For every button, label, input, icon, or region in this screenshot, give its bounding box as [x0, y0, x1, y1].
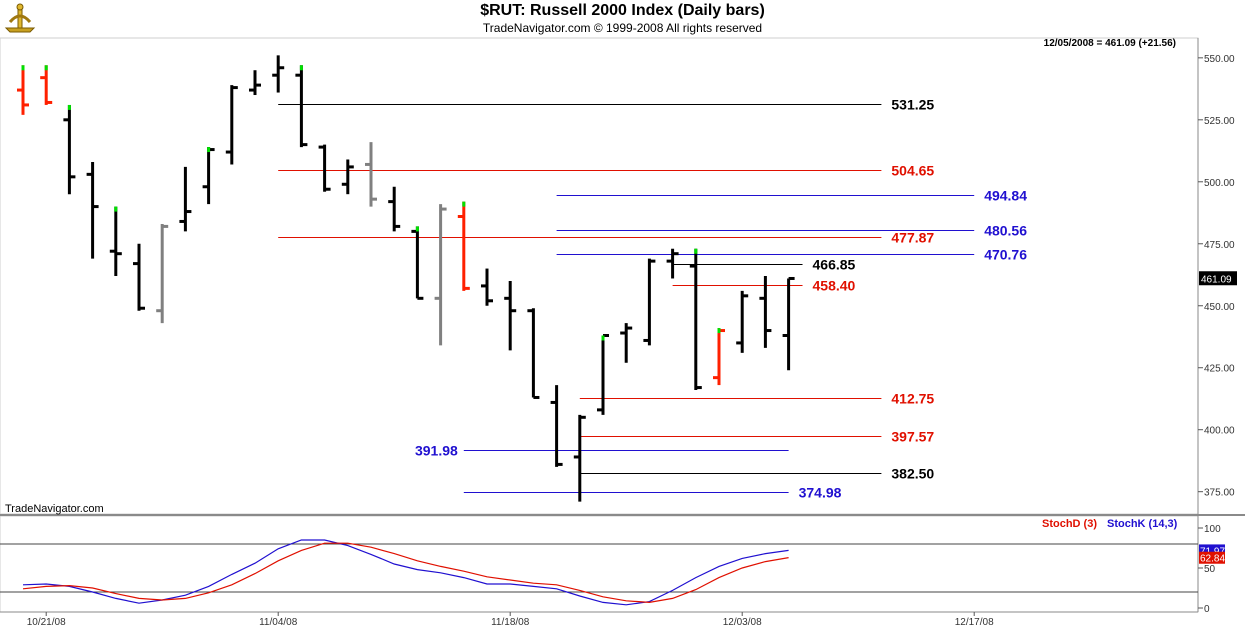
price-tick-label: 550.00 [1204, 54, 1235, 65]
price-readout: 12/05/2008 = 461.09 (+21.56) [1044, 38, 1176, 49]
stoch-tick-label: 0 [1204, 604, 1210, 615]
level-label: 477.87 [891, 230, 934, 246]
price-tick-label: 375.00 [1204, 488, 1235, 499]
last-price-box [1199, 271, 1237, 286]
price-tick-label: 500.00 [1204, 178, 1235, 189]
level-label: 531.25 [891, 97, 934, 113]
time-tick-label: 10/21/08 [27, 617, 66, 628]
time-tick-label: 11/04/08 [259, 617, 298, 628]
level-label: 382.50 [891, 466, 934, 482]
price-bars [17, 55, 795, 502]
chart-title: $RUT: Russell 2000 Index (Daily bars) [480, 2, 765, 19]
level-label: 480.56 [984, 223, 1027, 239]
time-tick-label: 11/18/08 [491, 617, 530, 628]
level-label: 458.40 [813, 278, 856, 294]
last-price-label: 461.09 [1201, 274, 1232, 285]
legend-stoch-k: StochK (14,3) [1107, 518, 1178, 530]
level-label: 494.84 [984, 188, 1027, 204]
trade-navigator-logo-icon [2, 2, 38, 34]
time-tick-label: 12/03/08 [723, 617, 762, 628]
stoch-panel-background [0, 515, 1199, 613]
level-label: 374.98 [799, 485, 842, 501]
stoch-tick-label: 100 [1204, 524, 1221, 535]
price-tick-label: 525.00 [1204, 116, 1235, 127]
legend-stoch-d: StochD (3) [1042, 518, 1097, 530]
chart-header: $RUT: Russell 2000 Index (Daily bars) Tr… [0, 0, 1245, 38]
stoch-d-line [22, 542, 789, 604]
level-label: 504.65 [891, 163, 934, 179]
price-tick-label: 450.00 [1204, 302, 1235, 313]
level-label: 470.76 [984, 247, 1027, 263]
stoch-last-label: 62.84 [1200, 554, 1225, 565]
price-panel-background [0, 37, 1199, 515]
stoch-k-line [22, 539, 789, 606]
stoch-tick-label: 50 [1204, 564, 1216, 575]
watermark: TradeNavigator.com [5, 503, 104, 515]
price-tick-label: 400.00 [1204, 426, 1235, 437]
chart-subtitle: TradeNavigator.com © 1999-2008 All right… [482, 21, 763, 35]
time-axis: 10/21/08 11/04/08 11/18/08 12/03/08 12/17/08 [27, 612, 994, 628]
level-label: 391.98 [415, 443, 458, 459]
stoch-last-box [1199, 551, 1225, 564]
level-lines: 531.25 504.65 494.84 480.56 477.87 470.76 466.… [278, 97, 1027, 501]
level-label: 397.57 [891, 429, 934, 445]
price-axis: 375.00 400.00 425.00 450.00 475.00 500.00 525.… [1198, 54, 1237, 499]
level-label: 412.75 [891, 391, 934, 407]
time-tick-label: 12/17/08 [955, 617, 994, 628]
price-tick-label: 425.00 [1204, 364, 1235, 375]
level-label: 466.85 [813, 257, 856, 273]
price-tick-label: 475.00 [1204, 240, 1235, 251]
